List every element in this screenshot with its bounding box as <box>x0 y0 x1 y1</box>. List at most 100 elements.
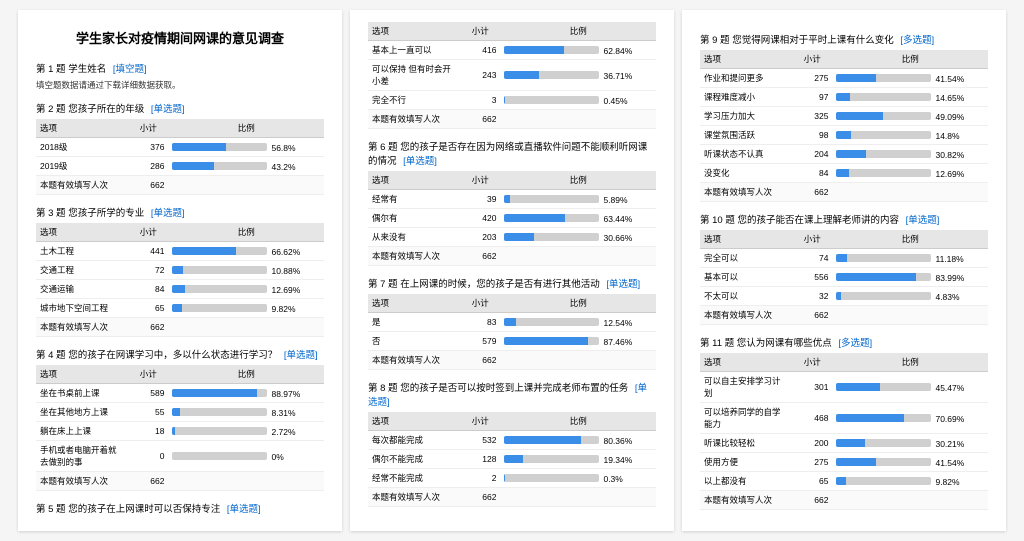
q11-table: 选项小计比例可以自主安排学习计划30145.47%可以培养同学的自学能力4687… <box>700 353 988 510</box>
total-empty <box>832 183 988 202</box>
bar-track <box>172 266 267 274</box>
ratio-cell: 83.99% <box>832 268 988 287</box>
pct-label: 14.8% <box>935 130 959 140</box>
bar-fill <box>172 427 175 435</box>
th-count: 小计 <box>460 294 500 313</box>
bar-track <box>836 131 931 139</box>
q3-tag: [单选题] <box>151 208 185 219</box>
pct-label: 8.31% <box>271 407 295 417</box>
q7-table: 选项小计比例是8312.54%否57987.46%本题有效填写人次662 <box>368 294 656 370</box>
pct-label: 83.99% <box>935 272 964 282</box>
opt-label: 偶尔有 <box>368 209 460 228</box>
ratio-cell: 43.2% <box>168 157 324 176</box>
bar-track <box>836 93 931 101</box>
th-option: 选项 <box>368 171 460 190</box>
pct-label: 66.62% <box>271 246 300 256</box>
q8-table: 选项小计比例每次都能完成53280.36%偶尔不能完成12819.34%经常不能… <box>368 412 656 507</box>
bar-track <box>172 285 267 293</box>
count-value: 204 <box>792 145 832 164</box>
count-value: 84 <box>128 280 168 299</box>
q11-title: 第 11 题 您认为网课有哪些优点 [多选题] <box>700 335 988 349</box>
total-row: 本题有效填写人次662 <box>368 351 656 370</box>
q11-tag: [多选题] <box>838 338 872 349</box>
ratio-cell: 9.82% <box>168 299 324 318</box>
count-value: 97 <box>792 88 832 107</box>
ratio-cell: 12.69% <box>832 164 988 183</box>
pct-label: 2.72% <box>271 426 295 436</box>
opt-label: 从来没有 <box>368 228 460 247</box>
q10-tag: [单选题] <box>906 215 940 226</box>
q2-table: 选项小计比例2018级37656.8%2019级28643.2%本题有效填写人次… <box>36 119 324 195</box>
bar-fill <box>836 414 903 422</box>
pct-label: 0.3% <box>603 473 622 483</box>
count-value: 72 <box>128 261 168 280</box>
th-ratio: 比例 <box>168 119 324 138</box>
ratio-cell: 30.66% <box>500 228 656 247</box>
opt-label: 手机或者电脑开着就去做别的事 <box>36 441 128 472</box>
opt-label: 2019级 <box>36 157 128 176</box>
table-row: 经常有395.89% <box>368 190 656 209</box>
total-row: 本题有效填写人次662 <box>368 247 656 266</box>
opt-label: 以上都没有 <box>700 472 792 491</box>
th-ratio: 比例 <box>500 412 656 431</box>
opt-label: 基本可以 <box>700 268 792 287</box>
total-row: 本题有效填写人次662 <box>368 110 656 129</box>
pct-label: 41.54% <box>935 457 964 467</box>
count-value: 39 <box>460 190 500 209</box>
total-row: 本题有效填写人次662 <box>36 472 324 491</box>
bar-fill <box>836 169 848 177</box>
ratio-cell: 49.09% <box>832 107 988 126</box>
total-value: 662 <box>460 247 500 266</box>
bar-fill <box>836 93 850 101</box>
bar-fill <box>836 273 916 281</box>
table-row: 听课比较轻松20030.21% <box>700 434 988 453</box>
bar-track <box>836 74 931 82</box>
table-row: 经常不能完成20.3% <box>368 469 656 488</box>
pct-label: 49.09% <box>935 111 964 121</box>
table-row: 否57987.46% <box>368 332 656 351</box>
bar-track <box>172 143 267 151</box>
bar-track <box>836 292 931 300</box>
table-row: 交通工程7210.88% <box>36 261 324 280</box>
opt-label: 是 <box>368 313 460 332</box>
bar-track <box>504 71 599 79</box>
pct-label: 62.84% <box>603 45 632 55</box>
count-value: 32 <box>792 287 832 306</box>
bar-fill <box>836 74 875 82</box>
pct-label: 9.82% <box>271 303 295 313</box>
count-value: 84 <box>792 164 832 183</box>
table-row: 课堂氛围活跃9814.8% <box>700 126 988 145</box>
table-row: 听课状态不认真20430.82% <box>700 145 988 164</box>
bar-track <box>836 439 931 447</box>
bar-fill <box>504 318 516 326</box>
total-label: 本题有效填写人次 <box>700 491 792 510</box>
bar-fill <box>504 71 539 79</box>
q4-title: 第 4 题 您的孩子在网课学习中，多以什么状态进行学习？ [单选题] <box>36 347 324 361</box>
pct-label: 56.8% <box>271 142 295 152</box>
total-row: 本题有效填写人次662 <box>700 183 988 202</box>
opt-label: 坐在书桌前上课 <box>36 384 128 403</box>
ratio-cell: 12.69% <box>168 280 324 299</box>
total-label: 本题有效填写人次 <box>36 176 128 195</box>
bar-fill <box>836 477 845 485</box>
th-ratio: 比例 <box>832 50 988 69</box>
bar-track <box>172 247 267 255</box>
ratio-cell: 62.84% <box>500 41 656 60</box>
th-option: 选项 <box>700 353 792 372</box>
th-count: 小计 <box>460 171 500 190</box>
th-option: 选项 <box>368 294 460 313</box>
pct-label: 41.54% <box>935 73 964 83</box>
opt-label: 没变化 <box>700 164 792 183</box>
ratio-cell: 12.54% <box>500 313 656 332</box>
opt-label: 否 <box>368 332 460 351</box>
total-label: 本题有效填写人次 <box>36 318 128 337</box>
total-label: 本题有效填写人次 <box>700 306 792 325</box>
count-value: 65 <box>792 472 832 491</box>
th-option: 选项 <box>36 223 128 242</box>
bar-fill <box>836 150 865 158</box>
bar-track <box>836 477 931 485</box>
th-option: 选项 <box>36 365 128 384</box>
bar-fill <box>836 292 841 300</box>
ratio-cell: 8.31% <box>168 403 324 422</box>
total-label: 本题有效填写人次 <box>368 247 460 266</box>
